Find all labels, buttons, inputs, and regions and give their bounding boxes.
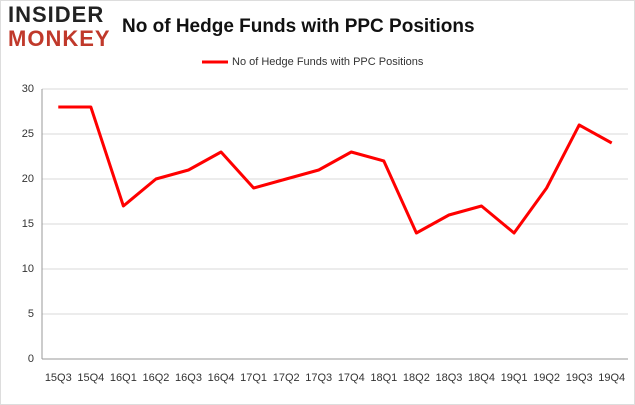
x-tick-label: 17Q4 [338,372,365,384]
y-tick-label: 25 [22,128,34,140]
x-tick-label: 16Q2 [142,372,169,384]
x-tick-label: 17Q1 [240,372,267,384]
x-tick-label: 17Q3 [305,372,332,384]
x-tick-label: 16Q3 [175,372,202,384]
x-tick-label: 18Q1 [370,372,397,384]
x-tick-label: 15Q4 [77,372,104,384]
x-tick-label: 19Q2 [533,372,560,384]
x-tick-label: 16Q4 [208,372,235,384]
x-tick-label: 15Q3 [45,372,72,384]
x-tick-label: 19Q4 [598,372,625,384]
x-tick-label: 18Q4 [468,372,495,384]
legend-label: No of Hedge Funds with PPC Positions [232,56,424,68]
series-line [58,105,613,235]
logo-top: INSIDER [8,2,104,27]
chart-title: No of Hedge Funds with PPC Positions [122,16,475,37]
x-tick-label: 17Q2 [273,372,300,384]
logo-bottom: MONKEY [8,26,111,51]
y-tick-label: 15 [22,218,34,230]
x-tick-label: 18Q2 [403,372,430,384]
y-tick-label: 5 [28,308,34,320]
x-tick-label: 19Q3 [566,372,593,384]
x-tick-label: 18Q3 [435,372,462,384]
x-tick-label: 19Q1 [501,372,528,384]
y-tick-label: 30 [22,83,34,95]
y-tick-label: 10 [22,263,34,275]
y-tick-label: 0 [28,353,34,365]
y-tick-label: 20 [22,173,34,185]
x-tick-label: 16Q1 [110,372,137,384]
